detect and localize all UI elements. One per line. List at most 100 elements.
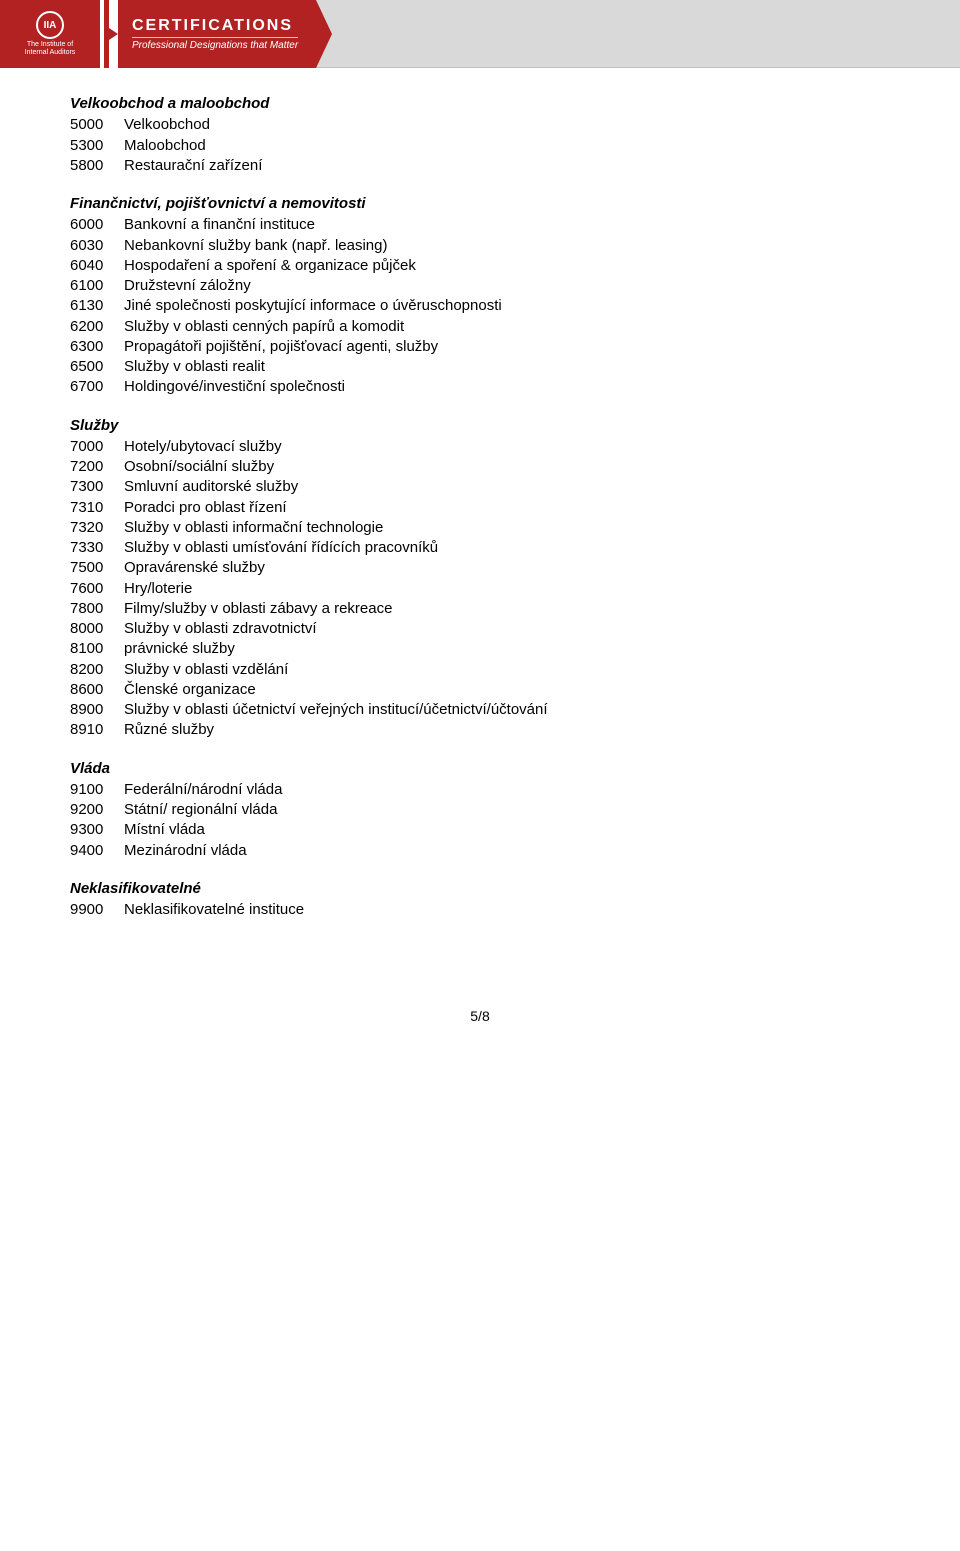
code: 8900 — [70, 700, 124, 720]
code-row: 7330Služby v oblasti umísťování řídících… — [70, 538, 890, 558]
code: 8100 — [70, 639, 124, 659]
code-label: Jiné společnosti poskytující informace o… — [124, 296, 890, 316]
code-label: Poradci pro oblast řízení — [124, 498, 890, 518]
code-row: 8200Služby v oblasti vzdělání — [70, 660, 890, 680]
code-row: 6200Služby v oblasti cenných papírů a ko… — [70, 317, 890, 337]
code-row: 8000Služby v oblasti zdravotnictví — [70, 619, 890, 639]
code: 6300 — [70, 337, 124, 357]
code: 8600 — [70, 680, 124, 700]
code: 7200 — [70, 457, 124, 477]
code-label: Místní vláda — [124, 820, 890, 840]
section-velkoobchod: Velkoobchod a maloobchod 5000Velkoobchod… — [70, 94, 890, 176]
code-label: Mezinárodní vláda — [124, 841, 890, 861]
code-row: 7300Smluvní auditorské služby — [70, 477, 890, 497]
code-row: 6100Družstevní záložny — [70, 276, 890, 296]
code-label: právnické služby — [124, 639, 890, 659]
section-vlada: Vláda 9100Federální/národní vláda 9200St… — [70, 759, 890, 861]
code-label: Federální/národní vláda — [124, 780, 890, 800]
code-label: Velkoobchod — [124, 115, 890, 135]
code-label: Hotely/ubytovací služby — [124, 437, 890, 457]
logo-org-line1: The Institute of — [27, 41, 73, 49]
code-label: Služby v oblasti umísťování řídících pra… — [124, 538, 890, 558]
section-title: Vláda — [70, 759, 890, 779]
code: 7800 — [70, 599, 124, 619]
cert-title: CERTIFICATIONS — [132, 17, 298, 38]
code-label: Maloobchod — [124, 136, 890, 156]
code-label: Filmy/služby v oblasti zábavy a rekreace — [124, 599, 890, 619]
code: 6040 — [70, 256, 124, 276]
code: 6200 — [70, 317, 124, 337]
section-title: Velkoobchod a maloobchod — [70, 94, 890, 114]
code-row: 9900Neklasifikovatelné instituce — [70, 900, 890, 920]
code-row: 7800Filmy/služby v oblasti zábavy a rekr… — [70, 599, 890, 619]
logo-org-line2: Internal Auditors — [25, 49, 76, 57]
code-row: 9300Místní vláda — [70, 820, 890, 840]
code: 7600 — [70, 579, 124, 599]
iia-logo: IIA The Institute of Internal Auditors — [0, 0, 100, 68]
code: 5800 — [70, 156, 124, 176]
header-gray-bar — [316, 0, 960, 68]
code-label: Služby v oblasti účetnictví veřejných in… — [124, 700, 890, 720]
code-label: Neklasifikovatelné instituce — [124, 900, 890, 920]
code-label: Bankovní a finanční instituce — [124, 215, 890, 235]
code: 7330 — [70, 538, 124, 558]
code-label: Členské organizace — [124, 680, 890, 700]
code-row: 9200Státní/ regionální vláda — [70, 800, 890, 820]
code-label: Propagátoři pojištění, pojišťovací agent… — [124, 337, 890, 357]
code: 7300 — [70, 477, 124, 497]
code: 5300 — [70, 136, 124, 156]
code-row: 9400Mezinárodní vláda — [70, 841, 890, 861]
code: 8000 — [70, 619, 124, 639]
code-label: Služby v oblasti cenných papírů a komodi… — [124, 317, 890, 337]
code-row: 5800Restaurační zařízení — [70, 156, 890, 176]
certifications-block: CERTIFICATIONS Professional Designations… — [118, 0, 316, 68]
code: 6500 — [70, 357, 124, 377]
code-row: 7310Poradci pro oblast řízení — [70, 498, 890, 518]
code-row: 6500Služby v oblasti realit — [70, 357, 890, 377]
code-row: 8900Služby v oblasti účetnictví veřejnýc… — [70, 700, 890, 720]
code-row: 9100Federální/národní vláda — [70, 780, 890, 800]
code-row: 7500Opravárenské služby — [70, 558, 890, 578]
section-neklasifikovatelne: Neklasifikovatelné 9900Neklasifikovateln… — [70, 879, 890, 921]
code-row: 7200Osobní/sociální služby — [70, 457, 890, 477]
code-label: Restaurační zařízení — [124, 156, 890, 176]
code-label: Hospodaření a spoření & organizace půjče… — [124, 256, 890, 276]
code: 5000 — [70, 115, 124, 135]
section-sluzby: Služby 7000Hotely/ubytovací služby 7200O… — [70, 416, 890, 741]
code-label: Hry/loterie — [124, 579, 890, 599]
code-row: 6040Hospodaření a spoření & organizace p… — [70, 256, 890, 276]
code-row: 6300Propagátoři pojištění, pojišťovací a… — [70, 337, 890, 357]
code: 6700 — [70, 377, 124, 397]
code: 8910 — [70, 720, 124, 740]
code-row: 5000Velkoobchod — [70, 115, 890, 135]
code-row: 7000Hotely/ubytovací služby — [70, 437, 890, 457]
code: 6000 — [70, 215, 124, 235]
code-label: Nebankovní služby bank (např. leasing) — [124, 236, 890, 256]
cert-subtitle: Professional Designations that Matter — [132, 40, 298, 51]
section-title: Finančnictví, pojišťovnictví a nemovitos… — [70, 194, 890, 214]
code-label: Služby v oblasti realit — [124, 357, 890, 377]
section-finance: Finančnictví, pojišťovnictví a nemovitos… — [70, 194, 890, 398]
code: 7310 — [70, 498, 124, 518]
code-row: 5300Maloobchod — [70, 136, 890, 156]
code-label: Služby v oblasti vzdělání — [124, 660, 890, 680]
code: 6030 — [70, 236, 124, 256]
code: 9400 — [70, 841, 124, 861]
section-title: Neklasifikovatelné — [70, 879, 890, 899]
code: 9300 — [70, 820, 124, 840]
code-label: Různé služby — [124, 720, 890, 740]
code: 9100 — [70, 780, 124, 800]
code-row: 6030Nebankovní služby bank (např. leasin… — [70, 236, 890, 256]
code-label: Smluvní auditorské služby — [124, 477, 890, 497]
code-row: 8910Různé služby — [70, 720, 890, 740]
code: 9900 — [70, 900, 124, 920]
code: 7000 — [70, 437, 124, 457]
code-label: Holdingové/investiční společnosti — [124, 377, 890, 397]
code-label: Služby v oblasti informační technologie — [124, 518, 890, 538]
code-row: 7600Hry/loterie — [70, 579, 890, 599]
code-row: 7320Služby v oblasti informační technolo… — [70, 518, 890, 538]
code-row: 6000Bankovní a finanční instituce — [70, 215, 890, 235]
page-number: 5/8 — [0, 968, 960, 1048]
code: 7500 — [70, 558, 124, 578]
header-banner: IIA The Institute of Internal Auditors C… — [0, 0, 960, 68]
